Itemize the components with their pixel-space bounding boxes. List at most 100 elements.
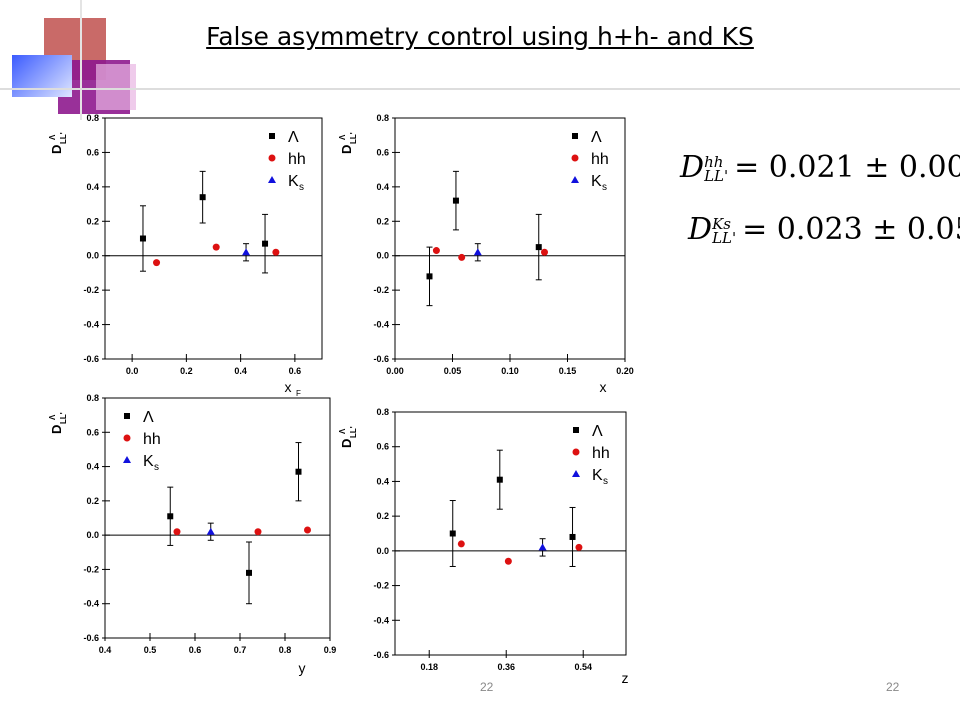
y-axis-label-sub: LL': [59, 132, 68, 144]
equation-ks-sub: LL': [712, 229, 737, 247]
chart-3: -0.6 -0.4 -0.2 0.0 0.2 0.4 0.6 0.8 0.4 0.5 0.6 0.7 0…: [48, 393, 336, 676]
legend-label: hh: [288, 151, 306, 168]
y-tick-label: 0.6: [376, 147, 389, 157]
data-point-lambda: [569, 533, 576, 540]
data-point-ks: [538, 543, 547, 551]
y-tick-label: -0.2: [83, 564, 99, 574]
y-tick-label: 0.6: [376, 442, 389, 452]
x-tick-label: 0.00: [386, 366, 404, 376]
y-axis-label-sub: LL': [59, 412, 68, 424]
data-point-hh: [272, 248, 280, 256]
legend-marker-ks: [571, 176, 579, 183]
data-point-hh: [304, 526, 311, 534]
y-tick-label: 0.0: [86, 251, 99, 261]
y-tick-label: -0.6: [373, 650, 389, 660]
data-point-ks: [242, 248, 251, 256]
deco-blue-square: [12, 55, 72, 97]
y-tick-label: 0.4: [86, 182, 99, 192]
legend-label: Λ: [592, 423, 603, 440]
data-point-hh: [153, 259, 161, 267]
legend-marker-hh: [572, 448, 580, 456]
legend-marker-lambda: [573, 427, 579, 433]
legend-label-sub: s: [154, 462, 159, 473]
y-axis-label: D: [49, 425, 64, 434]
x-tick-label: 0.36: [497, 662, 515, 672]
data-point-hh: [173, 528, 181, 536]
y-tick-label: -0.2: [83, 285, 99, 295]
deco-vertical-line: [80, 0, 82, 120]
data-point-lambda: [426, 273, 433, 280]
chart-1: -0.6 -0.4 -0.2 0.0 0.2 0.4 0.6 0.8 0.0 0.2 0.4 0.6 D…: [48, 113, 323, 398]
y-axis-label-sup: Λ: [48, 414, 57, 420]
y-tick-label: -0.6: [373, 354, 389, 364]
y-tick-label: 0.4: [376, 182, 389, 192]
y-axis-label-sub: LL': [349, 132, 358, 144]
y-tick-label: 0.4: [376, 476, 389, 486]
y-tick-label: 0.2: [86, 216, 99, 226]
header-divider: [0, 88, 960, 90]
x-tick-label: 0.5: [144, 645, 157, 655]
legend-marker-ks: [268, 176, 276, 183]
y-tick-label: 0.6: [86, 147, 99, 157]
x-axis-label: x: [285, 379, 292, 395]
data-point-hh: [212, 243, 220, 251]
equation-hh-symbol: D: [680, 150, 705, 185]
x-tick-label: 0.6: [189, 645, 202, 655]
x-axis-label: x: [600, 379, 607, 395]
y-tick-label: -0.6: [83, 354, 99, 364]
y-tick-label: -0.2: [373, 285, 389, 295]
x-tick-label: 0.4: [99, 645, 112, 655]
data-point-lambda: [452, 197, 459, 204]
data-point-lambda: [246, 569, 252, 576]
y-tick-label: 0.2: [376, 511, 389, 521]
y-tick-label: -0.4: [83, 320, 99, 330]
y-tick-label: -0.2: [373, 581, 389, 591]
data-point-lambda: [262, 240, 269, 247]
legend-marker-ks: [572, 470, 580, 477]
data-point-lambda: [139, 235, 146, 242]
y-tick-label: 0.8: [376, 407, 389, 417]
x-tick-label: 0.0: [126, 366, 139, 376]
chart-2: -0.6 -0.4 -0.2 0.0 0.2 0.4 0.6 0.8 0.00 0.05 0.10 0…: [338, 113, 634, 395]
legend-label: hh: [143, 431, 161, 448]
x-tick-label: 0.6: [289, 366, 302, 376]
x-axis-label: y: [299, 660, 306, 676]
legend-label: K: [143, 453, 154, 470]
x-tick-label: 0.18: [420, 662, 438, 672]
plot-frame: [394, 411, 627, 656]
y-tick-label: -0.4: [373, 615, 389, 625]
plot-frame: [104, 397, 331, 639]
plot-frame: [104, 117, 323, 360]
y-tick-label: 0.6: [86, 427, 99, 437]
y-tick-label: -0.4: [373, 320, 389, 330]
legend-marker-lambda: [269, 133, 275, 139]
y-tick-label: -0.4: [83, 599, 99, 609]
page-title: False asymmetry control using h+h- and K…: [206, 22, 754, 51]
y-tick-label: 0.0: [376, 546, 389, 556]
legend-label: hh: [591, 151, 609, 168]
y-axis-label-sub: LL': [349, 426, 358, 438]
data-point-lambda: [295, 468, 302, 475]
legend-label-sub: s: [603, 476, 608, 487]
data-point-lambda: [167, 513, 174, 520]
y-tick-label: 0.0: [86, 530, 99, 540]
legend-label: K: [591, 173, 602, 190]
legend-label-sub: s: [299, 182, 304, 193]
legend-marker-ks: [123, 456, 131, 463]
equation-ks-symbol: D: [688, 212, 713, 247]
y-tick-label: 0.2: [86, 496, 99, 506]
data-point-ks: [206, 527, 215, 535]
legend-marker-hh: [123, 434, 131, 442]
x-tick-label: 0.15: [559, 366, 577, 376]
equation-ks-sup: Ks: [712, 215, 731, 233]
deco-pink-square: [96, 64, 136, 110]
y-axis-label: D: [339, 439, 354, 448]
legend-label: hh: [592, 445, 610, 462]
y-tick-label: -0.6: [83, 633, 99, 643]
data-point-hh: [504, 557, 512, 565]
legend-marker-lambda: [124, 413, 130, 419]
